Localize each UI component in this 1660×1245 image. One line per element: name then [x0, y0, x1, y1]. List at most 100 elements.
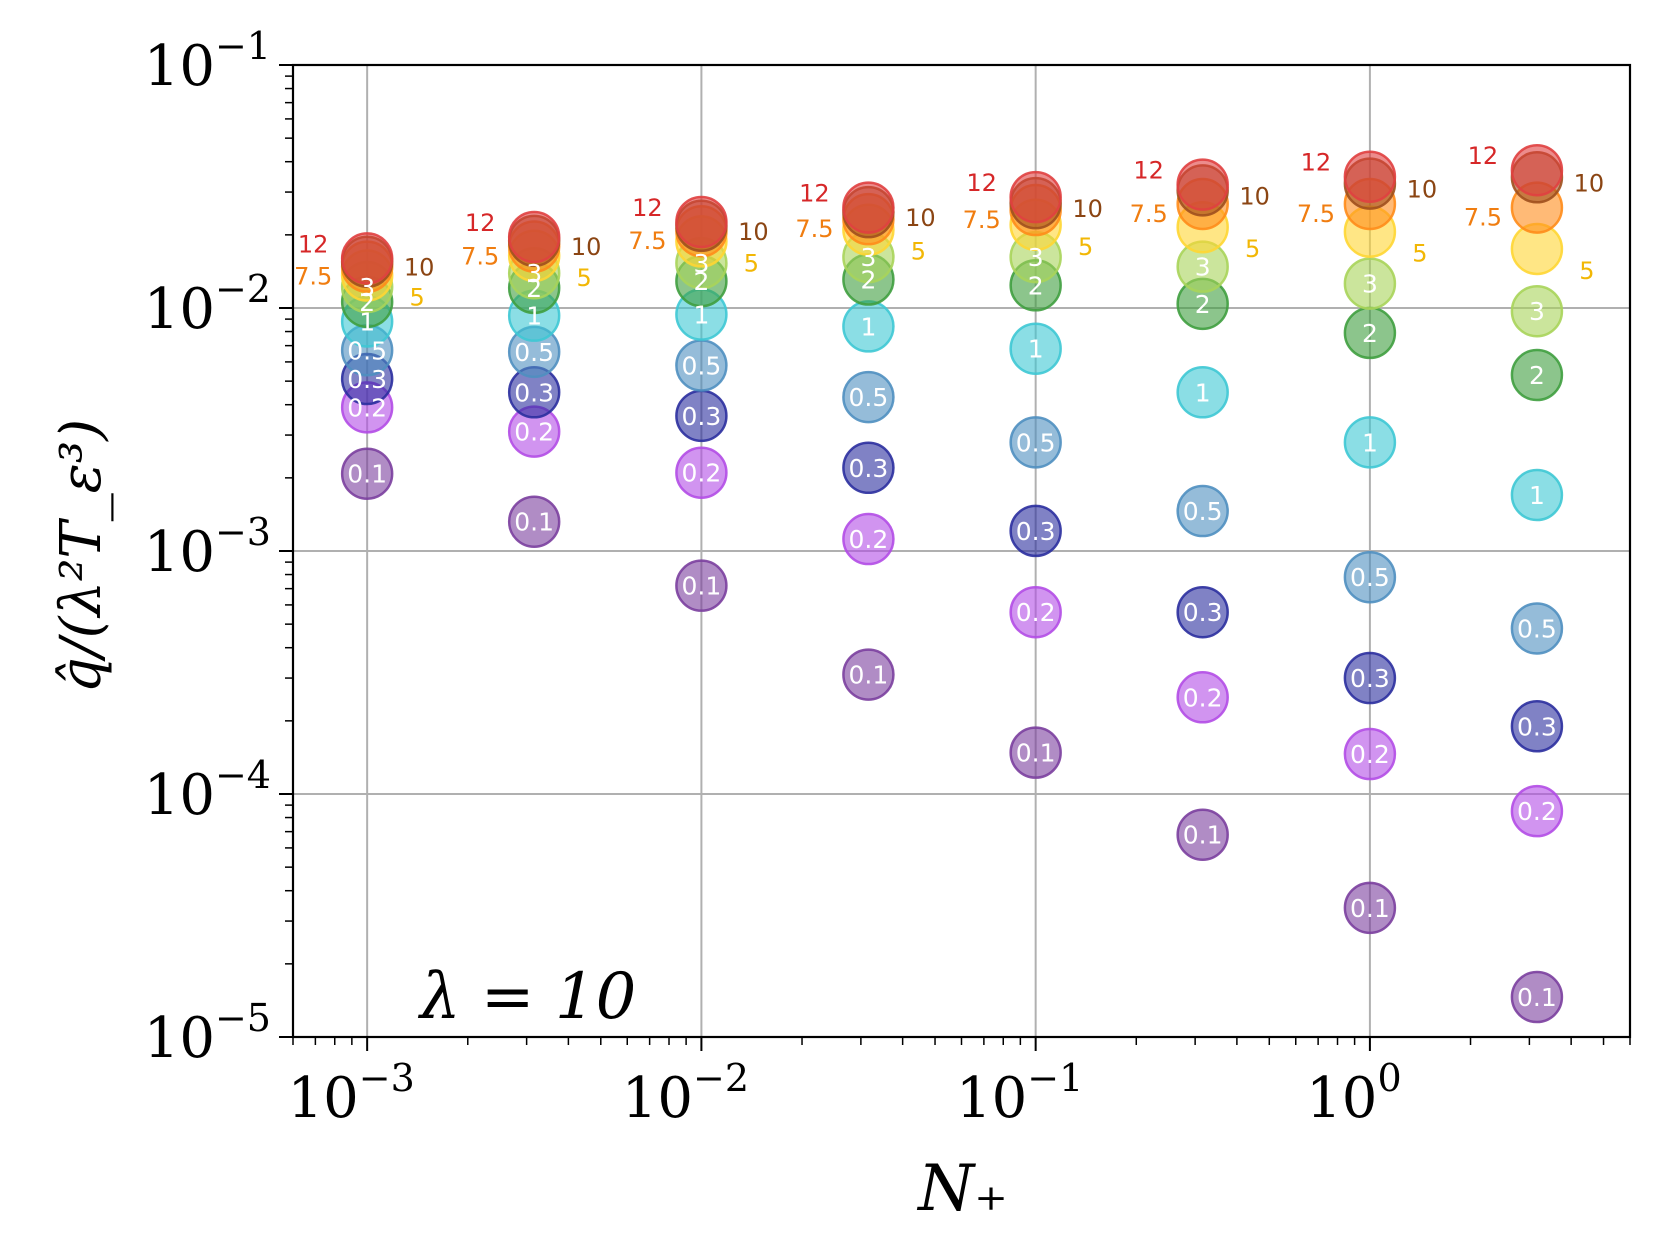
data-label: 7.5: [461, 243, 499, 271]
data-point: [1510, 468, 1564, 522]
data-label: 0.3: [682, 402, 722, 431]
x-tick-label: 10−1: [956, 1056, 1083, 1131]
data-label: 1: [1362, 428, 1378, 457]
data-label: 10: [1574, 169, 1605, 197]
data-label: 2: [1529, 361, 1545, 390]
data-label: 5: [1412, 240, 1427, 268]
data-point: [1343, 727, 1397, 781]
data-label: 7.5: [1130, 200, 1168, 228]
data-label: 3: [860, 243, 876, 272]
data-point: [842, 648, 895, 701]
data-label: 10: [571, 233, 602, 261]
data-point: [1343, 550, 1397, 604]
data-point: [1176, 484, 1229, 538]
data-point: [675, 195, 728, 249]
data-label: 0.5: [849, 383, 889, 412]
data-label: 5: [744, 249, 759, 277]
data-label: 0.5: [1517, 614, 1557, 643]
data-point: [1343, 416, 1397, 469]
data-label: 0.3: [1016, 517, 1056, 546]
data-label: 3: [693, 249, 709, 278]
data-label: 3: [526, 259, 542, 288]
data-point: [1510, 348, 1564, 402]
data-label: 1: [1529, 481, 1545, 510]
data-point: [340, 447, 394, 500]
data-label: 0.5: [347, 336, 387, 365]
y-tick-label: 10−4: [144, 753, 271, 828]
data-label: 0.1: [1016, 739, 1056, 768]
x-tick-label: 10−3: [288, 1056, 415, 1131]
data-point: [1510, 284, 1564, 338]
data-point: [675, 446, 728, 499]
data-label: 0.1: [1183, 821, 1223, 850]
data-label: 0.3: [1183, 598, 1223, 627]
data-label: 3: [1529, 297, 1545, 326]
data-label: 1: [359, 307, 375, 336]
data-label: 10: [905, 204, 936, 232]
data-point: [675, 559, 728, 612]
data-point: [1176, 671, 1229, 724]
x-axis-title: N₊: [916, 1152, 1008, 1226]
data-label: 7.5: [1297, 200, 1335, 228]
data-point: [1343, 257, 1397, 310]
data-label: 5: [1245, 235, 1260, 263]
data-label: 2: [860, 266, 876, 295]
data-point: [1009, 416, 1062, 469]
data-label: 10: [738, 218, 769, 246]
data-label: 0.2: [849, 525, 889, 554]
data-label: 1: [526, 302, 542, 331]
data-label: 1: [1195, 378, 1211, 407]
data-label: 3: [1028, 243, 1044, 272]
data-points: [340, 143, 1564, 1024]
data-point: [1510, 602, 1564, 655]
data-label: 0.5: [682, 351, 722, 380]
data-label: 2: [1195, 290, 1211, 319]
data-label: 7.5: [294, 263, 332, 291]
data-label: 1: [693, 301, 709, 330]
data-label: 2: [526, 274, 542, 303]
data-point: [1343, 651, 1397, 705]
data-label: 12: [1301, 149, 1332, 177]
data-label: 0.2: [1016, 598, 1056, 627]
data-label: 0.3: [1517, 712, 1557, 741]
data-label: 0.3: [849, 454, 889, 483]
x-tick-label: 10−2: [622, 1056, 749, 1131]
data-point: [1510, 143, 1564, 197]
data-point: [1009, 585, 1062, 639]
data-point: [507, 495, 561, 548]
data-label: 12: [966, 169, 997, 197]
y-tick-label: 10−2: [144, 267, 271, 342]
data-label: 0.1: [1517, 983, 1557, 1012]
data-point: [1510, 700, 1564, 753]
data-label: 0.2: [1350, 740, 1390, 769]
data-label: 0.3: [514, 378, 554, 407]
data-label: 0.2: [1183, 683, 1223, 712]
data-point: [842, 441, 895, 495]
data-label: 0.2: [514, 418, 554, 447]
data-point: [1343, 881, 1397, 935]
data-point: [1510, 784, 1564, 838]
data-label: 3: [1195, 253, 1211, 282]
data-label: 0.1: [1350, 894, 1390, 923]
data-point: [1343, 150, 1397, 203]
data-label: 0.5: [1016, 428, 1056, 457]
data-label: 0.2: [347, 393, 387, 422]
data-label: 0.1: [514, 508, 554, 537]
data-label: 2: [1028, 271, 1044, 300]
data-label: 2: [693, 267, 709, 296]
data-label: 0.5: [514, 338, 554, 367]
data-label: 2: [1362, 319, 1378, 348]
data-label: 12: [1468, 142, 1499, 170]
data-label: 5: [1078, 233, 1093, 261]
data-label: 7.5: [963, 206, 1001, 234]
data-point: [1510, 970, 1564, 1024]
data-label: 12: [632, 194, 663, 222]
data-label: 10: [1407, 176, 1438, 204]
data-label: 2: [359, 288, 375, 317]
data-point: [1176, 585, 1229, 639]
data-label: 12: [799, 180, 830, 208]
axis-ticks: [279, 64, 1631, 1051]
data-label: 0.2: [1517, 797, 1557, 826]
data-label: 5: [410, 284, 425, 312]
